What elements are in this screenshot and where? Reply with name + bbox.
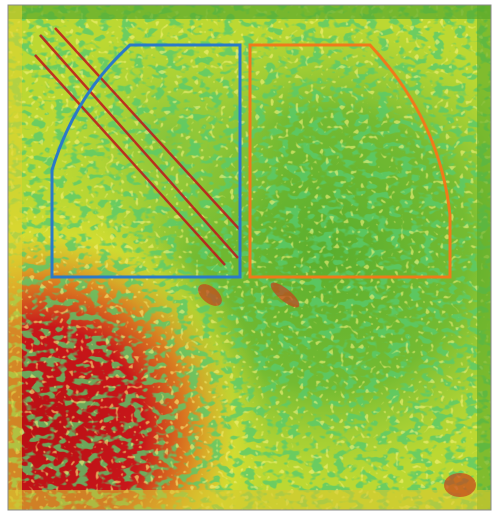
edge-right: [477, 5, 491, 510]
page: {}: [0, 0, 497, 515]
edge-bottom: [8, 490, 491, 510]
field-map: [0, 0, 497, 515]
edge-top: [8, 5, 491, 19]
hot-spot: [444, 473, 476, 497]
edge-left: [8, 5, 22, 510]
